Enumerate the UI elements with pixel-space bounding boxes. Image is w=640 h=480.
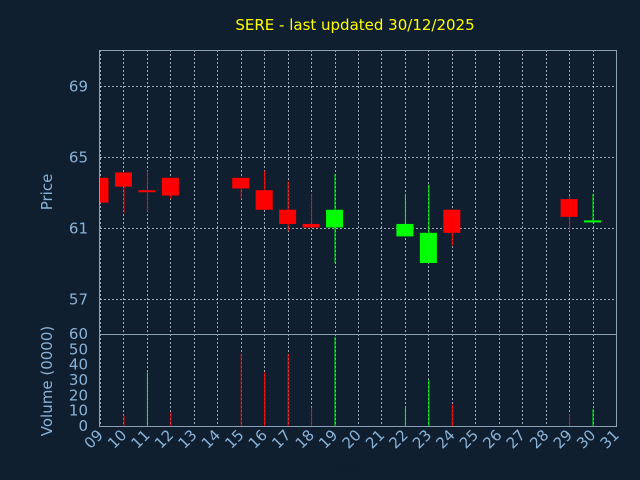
- volume-tick-label: 20: [69, 386, 88, 404]
- candles: [100, 170, 602, 263]
- x-tick-label: 19: [315, 426, 341, 452]
- volume-axis-label: Volume (0000): [38, 326, 56, 436]
- price-tick-label: 61: [69, 220, 88, 238]
- x-tick-label: 13: [174, 426, 200, 452]
- x-tick-label: 30: [573, 426, 599, 452]
- candle-body: [232, 177, 250, 189]
- volume-tick-label: 30: [69, 371, 88, 389]
- candle-body: [161, 177, 179, 196]
- x-tick-label: 27: [503, 426, 529, 452]
- x-tick-label: 31: [597, 426, 623, 452]
- x-tick-label: 12: [151, 426, 177, 452]
- candle-body: [419, 232, 437, 263]
- x-tick-label: 11: [128, 426, 154, 452]
- candle-body: [584, 220, 602, 223]
- x-tick-label: 16: [245, 426, 271, 452]
- x-axis-label: Day: [333, 458, 363, 476]
- candle-body: [279, 209, 297, 224]
- candle-body: [560, 199, 578, 217]
- volume-tick-label: 50: [69, 340, 88, 358]
- x-tick-label: 18: [292, 426, 318, 452]
- candle-body: [396, 223, 414, 237]
- volume-tick-label: 40: [69, 356, 88, 374]
- price-tick-label: 69: [69, 78, 88, 96]
- x-tick-label: 10: [104, 426, 130, 452]
- x-tick-label: 14: [198, 426, 224, 452]
- x-tick-label: 17: [268, 426, 294, 452]
- candle-body: [138, 190, 156, 193]
- price-axis-label: Price: [38, 174, 56, 211]
- candle-body: [443, 209, 461, 233]
- candle-body: [114, 172, 132, 187]
- price-tick-label: 57: [69, 291, 88, 309]
- volume-plot-frame: [99, 334, 617, 427]
- x-tick-label: 15: [221, 426, 247, 452]
- x-tick-label: 24: [432, 426, 458, 452]
- candle-body: [255, 190, 273, 210]
- price-y-ticks: 57 61 65 69: [69, 78, 88, 309]
- x-tick-label: 21: [362, 426, 388, 452]
- price-tick-label: 65: [69, 149, 88, 167]
- volume-tick-label: 60: [69, 325, 88, 343]
- volume-bars: [123, 337, 594, 426]
- x-tick-label: 26: [479, 426, 505, 452]
- volume-tick-label: 0: [78, 417, 88, 435]
- x-tick-label: 20: [339, 426, 365, 452]
- candle-body: [302, 223, 320, 228]
- x-tick-label: 25: [456, 426, 482, 452]
- volume-tick-label: 10: [69, 402, 88, 420]
- candle-body: [100, 177, 109, 203]
- x-tick-label: 23: [409, 426, 435, 452]
- volume-grid: [100, 334, 617, 426]
- candle-body: [326, 209, 344, 228]
- chart-title: SERE - last updated 30/12/2025: [235, 16, 474, 34]
- x-tick-label: 22: [386, 426, 412, 452]
- x-ticks: 0910111213141516171819202122232425262728…: [81, 426, 623, 452]
- x-tick-label: 28: [526, 426, 552, 452]
- x-tick-label: 29: [550, 426, 576, 452]
- price-grid: [100, 50, 617, 334]
